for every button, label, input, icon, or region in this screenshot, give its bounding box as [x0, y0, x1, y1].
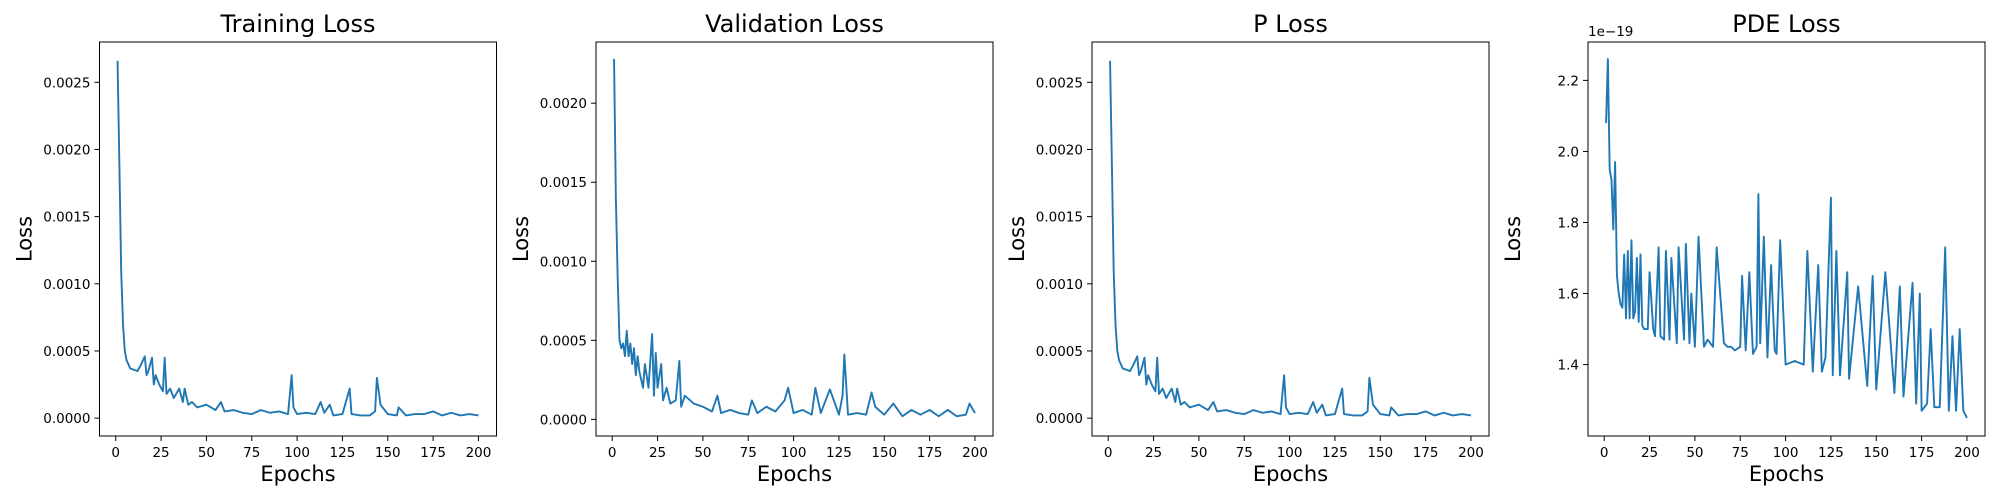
x-tick-label: 125 — [1818, 445, 1844, 461]
y-tick-label: 0.0020 — [1036, 142, 1083, 158]
loss-line — [116, 60, 479, 417]
x-tick-label: 175 — [420, 445, 446, 461]
subplot: PDE Loss Epochs Loss 1e−19 0 25 50 75 100 125 150 1… — [1501, 10, 1986, 486]
x-tick-label: 125 — [826, 445, 852, 461]
y-tick-label: 0.0015 — [1036, 210, 1083, 226]
loss-line — [1109, 60, 1472, 417]
y-tick-label: 0.0010 — [1036, 277, 1083, 293]
y-tick-label: 1.6 — [1558, 287, 1579, 303]
x-tick-label: 50 — [1686, 445, 1703, 461]
x-tick-label: 100 — [1277, 445, 1303, 461]
subplot: Training Loss Epochs Loss 0 25 50 75 100 125 150 1… — [13, 10, 497, 486]
y-tick-label: 0.0005 — [43, 344, 90, 360]
x-tick-label: 200 — [466, 445, 492, 461]
subplot-title: Validation Loss — [705, 10, 884, 38]
y-tick-label: 0.0015 — [43, 210, 90, 226]
y-tick-label: 0.0020 — [540, 96, 587, 112]
x-tick-label: 75 — [1732, 445, 1749, 461]
y-tick-label: 0.0005 — [1036, 344, 1083, 360]
x-tick-label: 50 — [694, 445, 711, 461]
y-tick-label: 1.4 — [1558, 358, 1579, 374]
x-tick-label: 50 — [198, 445, 215, 461]
x-axis-label: Epochs — [757, 462, 832, 486]
y-axis-label: Loss — [13, 216, 37, 262]
x-tick-label: 0 — [111, 445, 120, 461]
y-tick-label: 0.0000 — [1036, 411, 1083, 427]
x-tick-label: 100 — [284, 445, 310, 461]
x-tick-label: 200 — [962, 445, 988, 461]
y-tick-label: 0.0025 — [43, 75, 90, 91]
y-tick-label: 2.0 — [1558, 144, 1579, 160]
x-tick-label: 125 — [1322, 445, 1348, 461]
x-tick-label: 175 — [917, 445, 943, 461]
x-tick-label: 25 — [1641, 445, 1658, 461]
axes-frame — [595, 41, 994, 437]
x-tick-label: 100 — [1773, 445, 1799, 461]
x-tick-label: 100 — [781, 445, 807, 461]
x-tick-label: 150 — [375, 445, 401, 461]
loss-line — [613, 58, 976, 418]
x-tick-label: 175 — [1413, 445, 1439, 461]
x-tick-label: 25 — [649, 445, 666, 461]
y-tick-label: 0.0020 — [43, 142, 90, 158]
x-tick-label: 150 — [1863, 445, 1889, 461]
x-tick-label: 150 — [1367, 445, 1393, 461]
x-tick-label: 25 — [152, 445, 169, 461]
subplot-title: P Loss — [1253, 10, 1328, 38]
y-tick-label: 0.0015 — [540, 175, 587, 191]
x-tick-label: 150 — [871, 445, 897, 461]
x-tick-label: 75 — [740, 445, 757, 461]
subplot-title: PDE Loss — [1732, 10, 1840, 38]
axes-frame — [1587, 41, 1986, 437]
x-tick-label: 175 — [1909, 445, 1935, 461]
x-tick-label: 50 — [1190, 445, 1207, 461]
subplot-title: Training Loss — [220, 10, 376, 38]
x-tick-label: 75 — [243, 445, 260, 461]
x-tick-label: 0 — [608, 445, 617, 461]
y-tick-label: 0.0000 — [540, 412, 587, 428]
x-axis-label: Epochs — [260, 462, 335, 486]
offset-text: 1e−19 — [1588, 24, 1633, 40]
x-axis-label: Epochs — [1749, 462, 1824, 486]
x-tick-label: 75 — [1236, 445, 1253, 461]
y-tick-label: 0.0010 — [43, 277, 90, 293]
y-axis-label: Loss — [509, 216, 533, 262]
x-tick-label: 0 — [1600, 445, 1609, 461]
y-tick-label: 0.0010 — [540, 254, 587, 270]
axes-frame — [1091, 41, 1490, 437]
y-tick-label: 0.0000 — [43, 411, 90, 427]
x-tick-label: 25 — [1145, 445, 1162, 461]
x-axis-label: Epochs — [1253, 462, 1328, 486]
x-tick-label: 200 — [1954, 445, 1980, 461]
y-tick-label: 0.0005 — [540, 333, 587, 349]
y-tick-label: 1.8 — [1558, 215, 1579, 231]
loss-line — [1605, 58, 1968, 419]
y-axis-label: Loss — [1501, 216, 1525, 262]
x-tick-label: 0 — [1104, 445, 1113, 461]
y-tick-label: 2.2 — [1558, 73, 1579, 89]
y-tick-label: 0.0025 — [1036, 75, 1083, 91]
axes-frame — [99, 41, 497, 437]
subplot: Validation Loss Epochs Loss 0 25 50 75 100 125 15… — [509, 10, 994, 486]
x-tick-label: 200 — [1458, 445, 1484, 461]
subplot: P Loss Epochs Loss 0 25 50 75 100 125 150 175 200 0.… — [1005, 10, 1490, 486]
x-tick-label: 125 — [330, 445, 356, 461]
y-axis-label: Loss — [1005, 216, 1029, 262]
